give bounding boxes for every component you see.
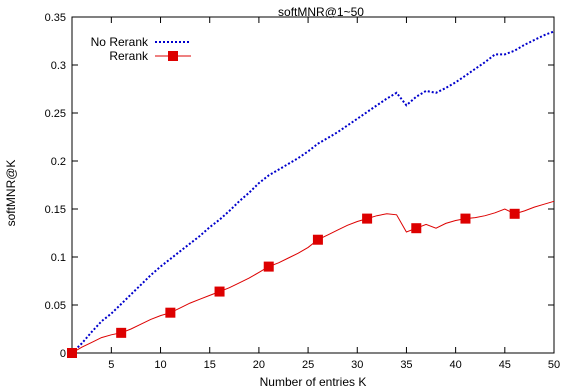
series-marker [214,286,225,297]
series-marker [116,327,127,338]
y-tick-label: 0.1 [51,252,66,264]
x-axis-label: Number of entries K [260,375,367,389]
series-marker [312,234,323,245]
series-marker [263,261,274,272]
y-axis-label: softMNR@K [4,160,18,227]
y-tick-label: 0.3 [51,60,66,72]
y-tick-label: 0.25 [45,108,66,120]
plot-frame [71,16,555,354]
x-tick-label: 35 [400,359,412,371]
axis-ticks: 5 10 15 20 25 30 35 40 45 50 0 0.05 0.1 0.15 0.2 0.25 0.… [45,12,561,371]
series-line-2 [71,200,555,354]
x-tick-label: 50 [548,359,560,371]
series-marker [509,208,520,219]
series-marker [67,348,77,358]
series-marker [165,307,176,318]
x-tick-label: 10 [154,359,166,371]
series-line-1 [71,30,555,354]
x-tick-label: 25 [302,359,314,371]
y-tick-label: 0.05 [45,300,66,312]
series-marker [460,213,471,224]
chart-title: softMNR@1~50 [278,5,364,19]
x-tick-label: 40 [450,359,462,371]
x-tick-label: 15 [204,359,216,371]
y-tick-label: 0.35 [45,12,66,24]
y-tick-label: 0 [60,348,66,360]
legend-marker [168,51,178,61]
series-marker [411,223,422,234]
x-tick-label: 45 [499,359,511,371]
x-tick-label: 5 [108,359,114,371]
x-tick-label: 30 [351,359,363,371]
legend-label: No Rerank [91,35,149,49]
series-marker [362,213,373,224]
series-markers [67,208,520,358]
y-tick-label: 0.15 [45,204,66,216]
y-tick-label: 0.2 [51,156,66,168]
series-lines [71,30,555,354]
legend-label: Rerank [109,49,149,63]
x-tick-label: 20 [253,359,265,371]
